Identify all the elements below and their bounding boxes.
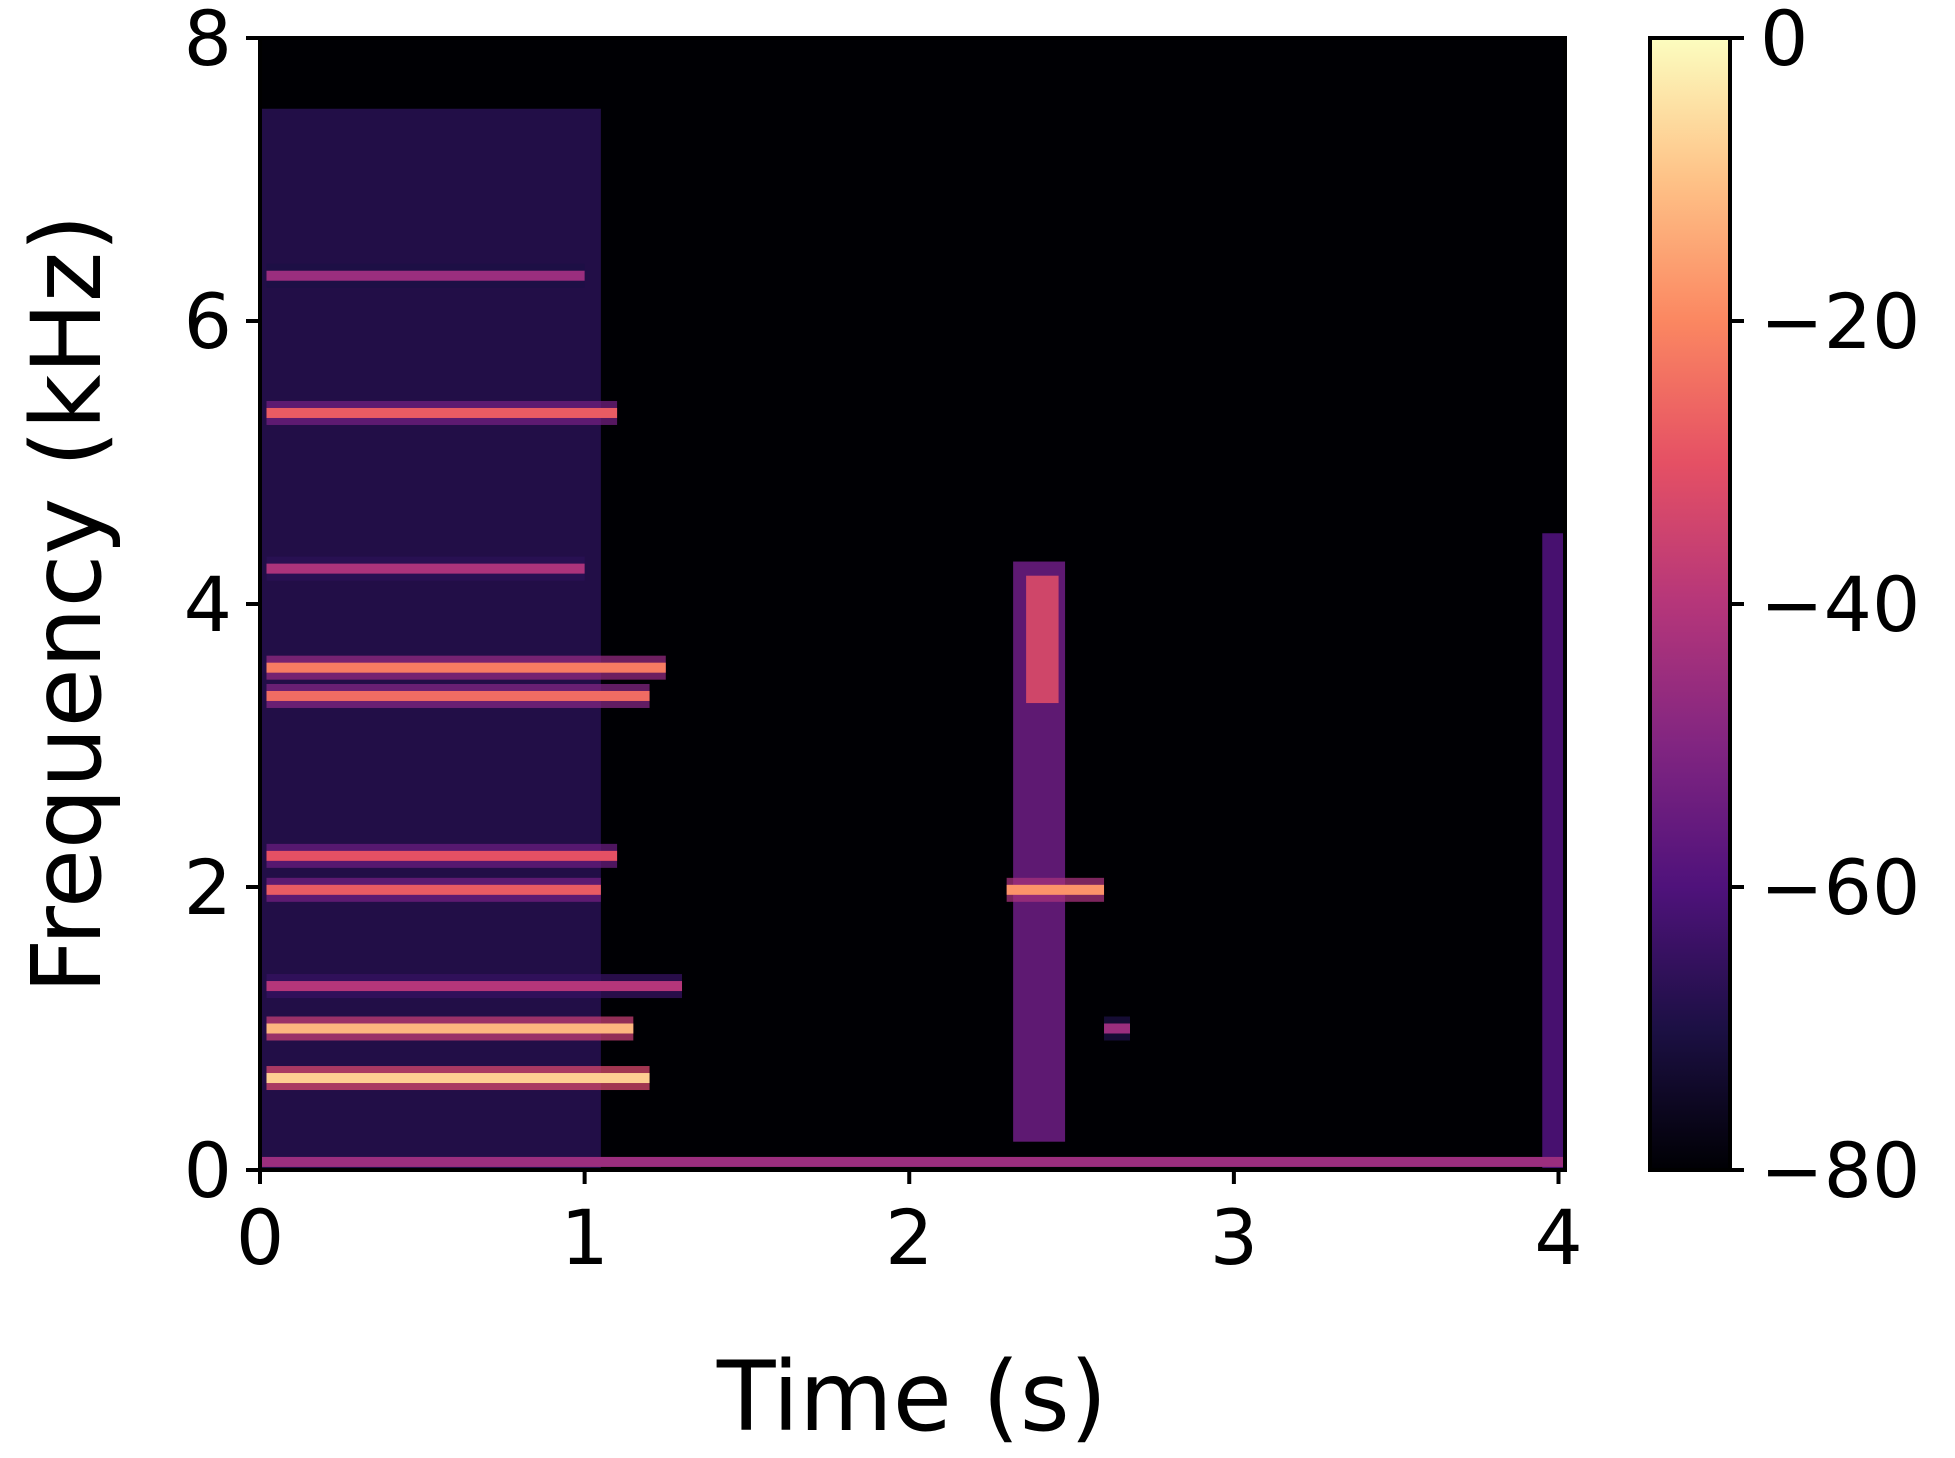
- colorbar-tick-label: −80: [1760, 1126, 1920, 1215]
- colorbar-tick-label: −40: [1760, 560, 1920, 649]
- harmonic-band: [266, 563, 585, 574]
- harmonic-band: [266, 1023, 634, 1034]
- x-tick-label: 2: [885, 1193, 933, 1282]
- harmonic-band: [266, 850, 618, 861]
- y-tick-label: 4: [184, 560, 232, 649]
- harmonic-band: [266, 662, 666, 673]
- colorbar-tick-label: 0: [1760, 0, 1808, 83]
- colorbar-tick-label: −60: [1760, 843, 1920, 932]
- broadband-event: [1542, 533, 1565, 1170]
- x-tick-label: 0: [236, 1193, 284, 1282]
- harmonic-band: [266, 690, 650, 701]
- harmonic-band: [266, 270, 585, 281]
- y-axis-label: Frequency (kHz): [11, 214, 123, 994]
- x-tick-label: 3: [1210, 1193, 1258, 1282]
- y-tick-label: 0: [184, 1126, 232, 1215]
- x-tick-label: 4: [1534, 1193, 1582, 1282]
- harmonic-band: [1104, 1023, 1130, 1034]
- harmonic-band: [1006, 884, 1105, 895]
- spectrogram-image: [260, 108, 1565, 1170]
- x-tick-label: 1: [560, 1193, 608, 1282]
- harmonic-band: [266, 407, 618, 418]
- x-axis: 0 1 2 3 4: [236, 1170, 1583, 1282]
- y-tick-label: 2: [184, 843, 232, 932]
- colorbar: [1650, 38, 1730, 1170]
- y-tick-label: 6: [184, 277, 232, 366]
- y-axis: 0 2 4 6 8: [184, 0, 260, 1215]
- low-frequency-floor: [260, 1156, 1565, 1167]
- y-tick-label: 8: [184, 0, 232, 83]
- broadband-event: [1026, 575, 1059, 704]
- x-axis-label: Time (s): [716, 1341, 1107, 1453]
- harmonic-band: [266, 884, 601, 895]
- colorbar-tick-label: −20: [1760, 277, 1920, 366]
- harmonic-band: [266, 1073, 650, 1084]
- harmonic-band: [266, 981, 683, 992]
- colorbar-axis: 0 −20 −40 −60 −80: [1730, 0, 1920, 1215]
